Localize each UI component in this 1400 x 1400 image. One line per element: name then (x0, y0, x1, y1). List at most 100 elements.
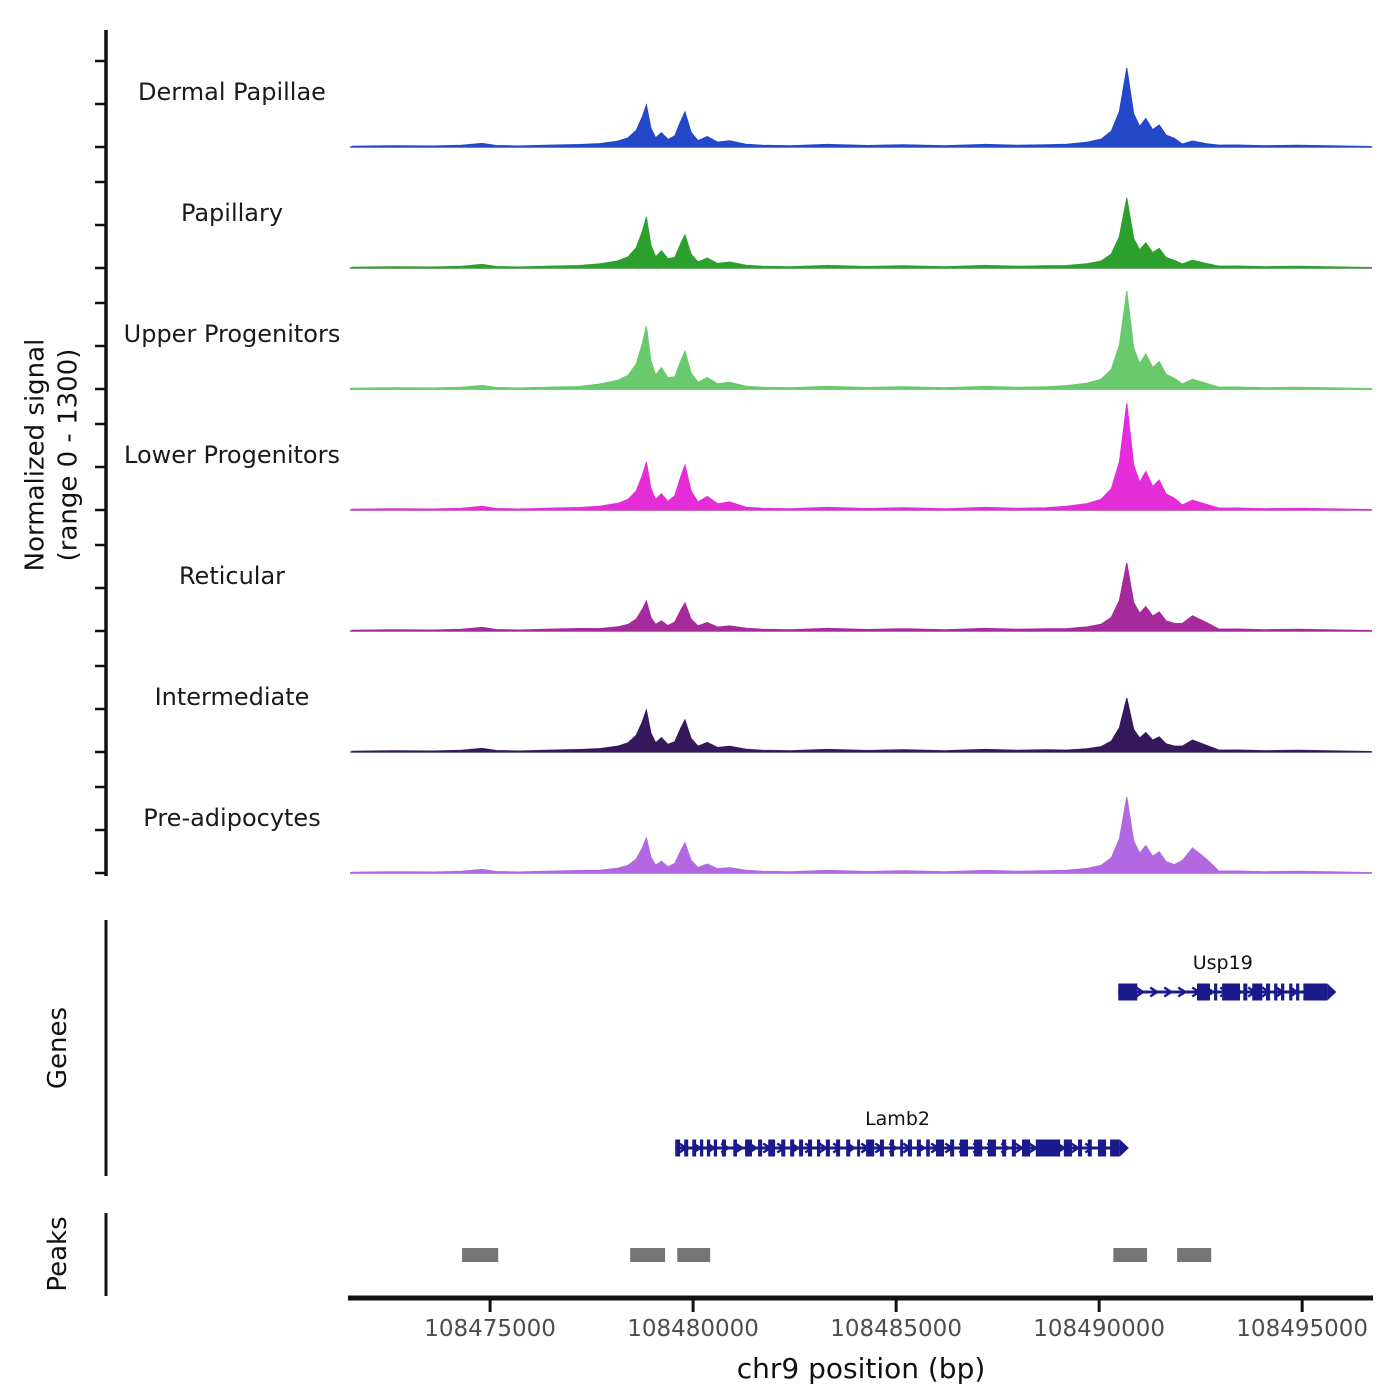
signal-area-lower-progenitors (351, 403, 1372, 511)
gene-strand-arrow (720, 1142, 731, 1154)
gene-exon-Lamb2-2 (692, 1139, 697, 1157)
gene-exon-Lamb2-29 (959, 1139, 968, 1157)
track-label-upper-progenitors: Upper Progenitors (123, 320, 341, 348)
gene-strand-arrow (1098, 1142, 1109, 1154)
gene-exon-Lamb2-33 (1011, 1139, 1016, 1157)
gene-strand-arrow (1289, 986, 1300, 998)
gene-strand-arrow (762, 1142, 773, 1154)
gene-exon-Lamb2-12 (790, 1139, 795, 1157)
gene-exon-Lamb2-32 (1002, 1139, 1007, 1157)
gene-strand-arrow (1121, 986, 1132, 998)
gene-exon-Lamb2-18 (846, 1139, 851, 1157)
gene-strand-arrow (1028, 1142, 1039, 1154)
called-peak-4 (1177, 1248, 1212, 1262)
gene-strand-arrow (1275, 986, 1286, 998)
signal-area-upper-progenitors (351, 291, 1372, 390)
gene-exon-Lamb2-19 (857, 1139, 860, 1157)
gene-strand-arrow (1177, 986, 1188, 998)
gene-exon-Usp19-2 (1214, 983, 1218, 1001)
gene-strand-arrow (1135, 986, 1146, 998)
track-label-lower-progenitors: Lower Progenitors (124, 441, 340, 469)
x-tick-label-108490000: 108490000 (1033, 1316, 1165, 1342)
signal-area-pre-adipocytes (351, 796, 1372, 874)
gene-exon-Lamb2-26 (926, 1139, 930, 1157)
gene-end-arrow-Lamb2 (1119, 1139, 1129, 1157)
gene-exon-Lamb2-35 (1035, 1139, 1061, 1157)
track-label-pre-adipocytes: Pre-adipocytes (143, 804, 321, 832)
gene-strand-arrow (860, 1142, 871, 1154)
called-peak-3 (1113, 1248, 1148, 1262)
gene-exon-Lamb2-31 (987, 1139, 997, 1157)
gene-exon-Lamb2-8 (745, 1139, 752, 1157)
gene-strand-arrow (916, 1142, 927, 1154)
gene-strand-arrow (1084, 1142, 1095, 1154)
gene-strand-arrow (748, 1142, 759, 1154)
gene-strand-arrow (930, 1142, 941, 1154)
gene-strand-arrow (986, 1142, 997, 1154)
track-label-dermal-papillae: Dermal Papillae (138, 78, 326, 106)
gene-label-Usp19: Usp19 (1192, 952, 1253, 974)
gene-strand-arrow (734, 1142, 745, 1154)
track-label-papillary: Papillary (180, 199, 284, 227)
gene-strand-arrow (958, 1142, 969, 1154)
called-peak-0 (462, 1248, 499, 1262)
gene-exon-Usp19-3 (1222, 983, 1241, 1001)
gene-strand-arrow (1042, 1142, 1053, 1154)
signal-area-intermediate (351, 697, 1372, 753)
gene-strand-arrow (1149, 986, 1160, 998)
gene-strand-arrow (1000, 1142, 1011, 1154)
gene-strand-arrow (776, 1142, 787, 1154)
x-tick-label-108495000: 108495000 (1236, 1316, 1368, 1342)
gene-strand-arrow (706, 1142, 717, 1154)
gene-strand-arrow (1233, 986, 1244, 998)
track-label-intermediate: Intermediate (154, 683, 310, 711)
gene-exon-Usp19-7 (1274, 983, 1278, 1001)
track-label-reticular: Reticular (178, 562, 286, 590)
gene-strand-arrow (1056, 1142, 1067, 1154)
gene-strand-arrow (874, 1142, 885, 1154)
gene-strand-arrow (846, 1142, 857, 1154)
peaks-section-label: Peaks (43, 1216, 73, 1292)
gene-strand-arrow (692, 1142, 703, 1154)
x-axis-title: chr9 position (bp) (736, 1352, 986, 1385)
gene-strand-arrow (888, 1142, 899, 1154)
gene-exon-Lamb2-36 (1063, 1139, 1072, 1157)
gene-exon-Lamb2-25 (916, 1139, 921, 1157)
gene-exon-Lamb2-13 (799, 1139, 804, 1157)
gene-strand-arrow (1191, 986, 1202, 998)
x-tick-label-108475000: 108475000 (424, 1316, 556, 1342)
gene-strand-arrow (972, 1142, 983, 1154)
gene-exon-Lamb2-22 (890, 1139, 895, 1157)
called-peak-1 (630, 1248, 666, 1262)
gene-exon-Lamb2-6 (721, 1139, 726, 1157)
gene-exon-Usp19-4 (1243, 983, 1248, 1001)
gene-strand-arrow (1070, 1142, 1081, 1154)
x-tick-label-108485000: 108485000 (830, 1316, 962, 1342)
gene-strand-arrow (832, 1142, 843, 1154)
genes-section-label: Genes (43, 1006, 73, 1090)
gene-exon-Lamb2-7 (733, 1139, 737, 1157)
gene-strand-arrow (1205, 986, 1216, 998)
gene-strand-arrow (902, 1142, 913, 1154)
gene-exon-Lamb2-34 (1021, 1139, 1031, 1157)
gene-strand-arrow (1247, 986, 1258, 998)
gene-exon-Lamb2-39 (1097, 1139, 1107, 1157)
gene-exon-Usp19-9 (1289, 983, 1293, 1001)
gene-exon-Lamb2-40 (1110, 1139, 1120, 1157)
gene-strand-arrow (790, 1142, 801, 1154)
signal-area-reticular (351, 562, 1372, 632)
gene-exon-Lamb2-4 (706, 1139, 711, 1157)
gene-strand-arrow (818, 1142, 829, 1154)
gene-strand-arrow (1014, 1142, 1025, 1154)
gene-strand-arrow (678, 1142, 689, 1154)
gene-end-arrow-Usp19 (1327, 983, 1337, 1001)
gene-strand-arrow (1303, 986, 1314, 998)
gene-strand-arrow (944, 1142, 955, 1154)
gene-exon-Lamb2-38 (1087, 1139, 1092, 1157)
gene-strand-arrow (1261, 986, 1272, 998)
gene-strand-arrow (1219, 986, 1230, 998)
called-peak-2 (677, 1248, 711, 1262)
signal-y-axis-label: Normalized signal (range 0 - 1300) (20, 338, 84, 572)
gene-strand-arrow (1163, 986, 1174, 998)
